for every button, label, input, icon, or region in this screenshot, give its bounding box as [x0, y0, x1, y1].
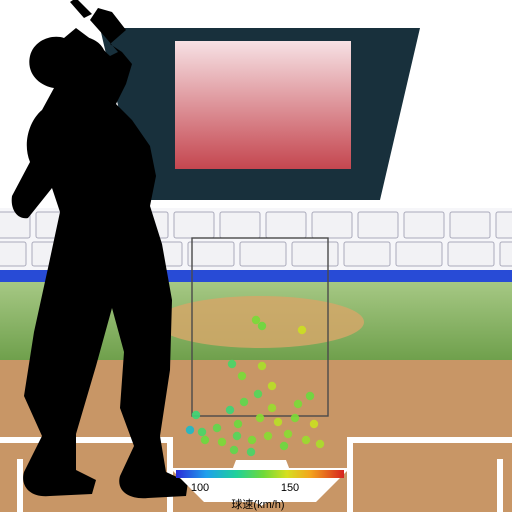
legend-tick-150: 150 [281, 482, 299, 494]
scene-svg [0, 0, 512, 512]
legend-axis-label: 球速(km/h) [231, 496, 284, 512]
stage: 100 150 球速(km/h) [0, 0, 512, 512]
legend-tick-100: 100 [191, 482, 209, 494]
